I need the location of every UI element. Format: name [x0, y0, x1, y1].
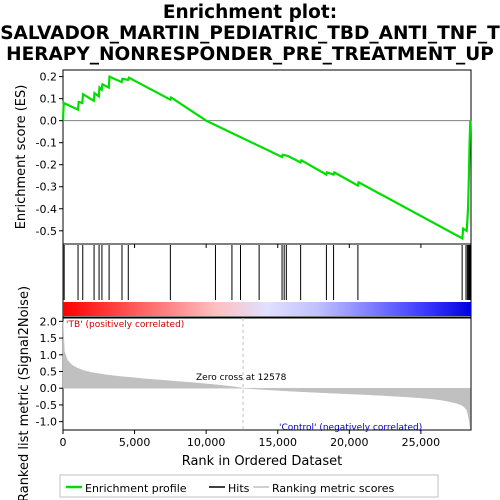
chart-title-line-1: Enrichment plot:: [162, 2, 338, 23]
color-bar: [63, 302, 471, 316]
legend-metric-label: Ranking metric scores: [272, 482, 394, 495]
legend-es-label: Enrichment profile: [85, 482, 187, 495]
es-y-tick-label: 0.2: [40, 71, 58, 84]
metric-y-axis-label: Ranked list metric (Signal2Noise): [17, 286, 32, 500]
es-y-tick-label: -0.1: [36, 137, 57, 150]
x-tick-label: 10,000: [187, 436, 226, 449]
es-layer: [61, 74, 472, 241]
metric-y-tick-label: -0.5: [36, 399, 57, 412]
es-y-tick-label: -0.5: [36, 225, 57, 238]
metric-y-tick-label: 1.0: [40, 349, 58, 362]
metric-y-tick-label: 0.0: [40, 382, 58, 395]
enrichment-profile-line: [61, 74, 472, 241]
metric-layer: [62, 318, 471, 430]
es-y-tick-label: -0.2: [36, 159, 57, 172]
metric-y-tick-label: 0.5: [40, 365, 58, 378]
x-tick-label: 15,000: [258, 436, 297, 449]
ranking-metric-area: [62, 321, 471, 429]
metric-y-tick-label: 2.0: [40, 315, 58, 328]
positive-annotation: 'TB' (positively correlated): [66, 320, 184, 330]
negative-annotation: 'Control' (negatively correlated): [279, 423, 422, 433]
x-tick-label: 5,000: [119, 436, 151, 449]
metric-y-tick-label: -1.0: [36, 416, 57, 429]
legend-frame: [59, 474, 439, 498]
chart-title-line-2: SALVADOR_MARTIN_PEDIATRIC_TBD_ANTI_TNF_T: [0, 23, 500, 44]
metric-y-tick-label: 1.5: [40, 332, 58, 345]
legend-hits-label: Hits: [228, 482, 250, 495]
axes-layer: -0.5 -0.4 -0.3 -0.2 -0.1 0.0 0.1 0.2 -1.0 -0.5 0.0…: [36, 71, 441, 449]
x-tick-label: 0: [60, 436, 67, 449]
x-axis-label: Rank in Ordered Dataset: [182, 454, 343, 469]
es-y-axis-label: Enrichment score (ES): [14, 85, 29, 230]
es-y-tick-label: -0.4: [36, 203, 57, 216]
es-y-tick-label: -0.3: [36, 181, 57, 194]
hits-layer: [63, 245, 471, 300]
es-y-tick-label: 0.0: [40, 115, 58, 128]
x-tick-label: 20,000: [330, 436, 369, 449]
zero-cross-annotation: Zero cross at 12578: [196, 373, 287, 383]
es-panel-frame: [62, 69, 472, 245]
es-y-tick-label: 0.1: [40, 93, 58, 106]
x-tick-label: 25,000: [402, 436, 441, 449]
chart-title-line-3: HERAPY_NONRESPONDER_PRE_TREATMENT_UP: [6, 44, 494, 65]
legend: Enrichment profile Hits Ranking metric s…: [59, 474, 439, 498]
